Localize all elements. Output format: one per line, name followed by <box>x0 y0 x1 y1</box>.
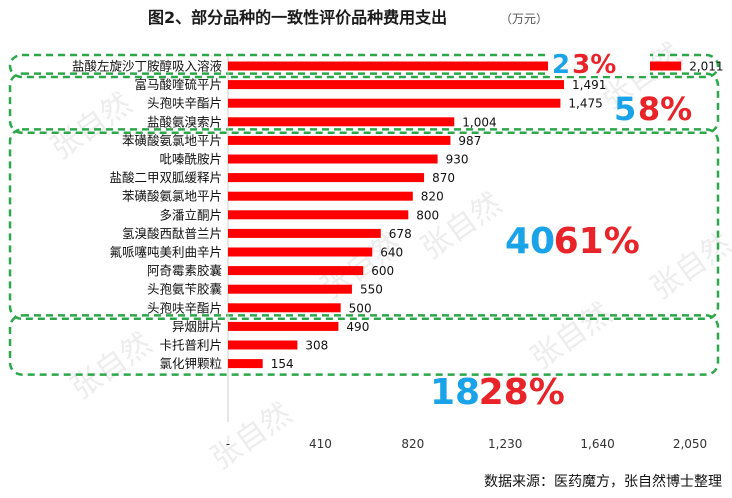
bar-series: 盐酸左旋沙丁胺醇吸入溶液 2,011 富马酸喹硫平片 1,491 头孢呋辛酯片 1,475… <box>72 59 724 372</box>
value-label: 1,475 <box>568 97 602 111</box>
bar <box>228 321 339 331</box>
bar <box>228 173 425 183</box>
x-tick-label: 1,640 <box>580 437 614 451</box>
category-label: 阿奇霉素胶囊 <box>147 263 222 278</box>
x-tick-label: 2,050 <box>673 437 707 451</box>
value-label: 678 <box>389 227 412 241</box>
category-label: 氯化钾颗粒 <box>159 356 222 371</box>
x-tick-label: 1,230 <box>488 437 522 451</box>
value-label: 640 <box>380 246 403 260</box>
bar <box>228 61 682 71</box>
category-label: 头孢呋辛酯片 <box>147 300 222 315</box>
watermark-text: 张自然 <box>45 86 139 166</box>
value-label: 600 <box>371 264 394 278</box>
value-label: 1,491 <box>572 78 606 92</box>
value-label: 987 <box>458 134 481 148</box>
value-label: 800 <box>416 208 439 222</box>
group-count: 40 <box>505 221 555 262</box>
value-label: 820 <box>421 190 444 204</box>
chart-title-unit: （万元） <box>500 12 548 26</box>
annotation-backdrop <box>548 48 650 76</box>
group-percent: 61% <box>554 221 640 262</box>
watermark-text: 张自然 <box>65 326 159 406</box>
group-percent: 3% <box>572 50 616 80</box>
group-frame-1 <box>8 53 720 79</box>
bar <box>228 210 409 220</box>
bar <box>228 359 263 369</box>
group-frames <box>8 53 720 376</box>
bar <box>228 284 352 294</box>
category-label: 异烟肼片 <box>172 319 222 334</box>
category-label: 氟哌噻吨美利曲辛片 <box>109 245 222 260</box>
category-label: 氢溴酸西酞普兰片 <box>122 226 222 241</box>
group-count: 18 <box>430 372 480 413</box>
category-label: 多潘立酮片 <box>159 207 222 222</box>
category-label: 苯磺酸氨氯地平片 <box>122 133 222 148</box>
category-label: 富马酸喹硫平片 <box>134 77 222 92</box>
x-tick-label: 410 <box>309 437 332 451</box>
x-axis: - 410 820 1,230 1,640 2,050 <box>226 437 707 451</box>
value-label: 1,004 <box>462 115 496 129</box>
group-frame-4 <box>8 314 720 376</box>
group-count: 2 <box>552 50 570 80</box>
value-label: 870 <box>432 171 455 185</box>
group-percent: 8% <box>638 90 692 128</box>
group-frame-2 <box>8 72 720 135</box>
x-tick-label: 820 <box>401 437 424 451</box>
category-label: 头孢呋辛酯片 <box>147 96 222 111</box>
watermark-text: 张自然 <box>205 396 299 476</box>
bar <box>228 135 451 145</box>
value-label: 154 <box>271 357 294 371</box>
source-note: 数据来源：医药魔方，张自然博士整理 <box>484 473 722 490</box>
bar <box>228 303 341 313</box>
bar <box>228 80 565 90</box>
value-label: 550 <box>360 283 383 297</box>
bar <box>228 154 438 164</box>
bar <box>228 266 364 276</box>
category-label: 头孢氨苄胶囊 <box>147 282 222 297</box>
category-label: 卡托普利片 <box>159 338 222 353</box>
category-label: 苯磺酸氨氯地平片 <box>122 189 222 204</box>
group-count: 5 <box>614 90 636 128</box>
bar <box>228 228 381 238</box>
category-label: 吡嗪酰胺片 <box>159 152 222 167</box>
bar <box>228 98 561 108</box>
value-label: 490 <box>346 320 369 334</box>
value-label: 2,011 <box>689 60 723 74</box>
bar <box>228 191 413 201</box>
bar <box>228 247 373 257</box>
group-percent: 28% <box>479 372 565 413</box>
group-frame-3 <box>8 128 720 321</box>
bar <box>228 340 298 350</box>
value-label: 308 <box>305 339 328 353</box>
category-label: 盐酸二甲双胍缓释片 <box>109 170 222 185</box>
category-label: 盐酸左旋沙丁胺醇吸入溶液 <box>72 59 223 74</box>
watermark-text: 张自然 <box>525 296 619 376</box>
value-label: 930 <box>446 153 469 167</box>
chart-title: 图2、部分品种的一致性评价品种费用支出 <box>148 8 447 27</box>
value-label: 500 <box>349 301 372 315</box>
x-tick-label: - <box>226 437 230 451</box>
category-label: 盐酸氨溴索片 <box>147 114 222 129</box>
bar <box>228 117 455 127</box>
